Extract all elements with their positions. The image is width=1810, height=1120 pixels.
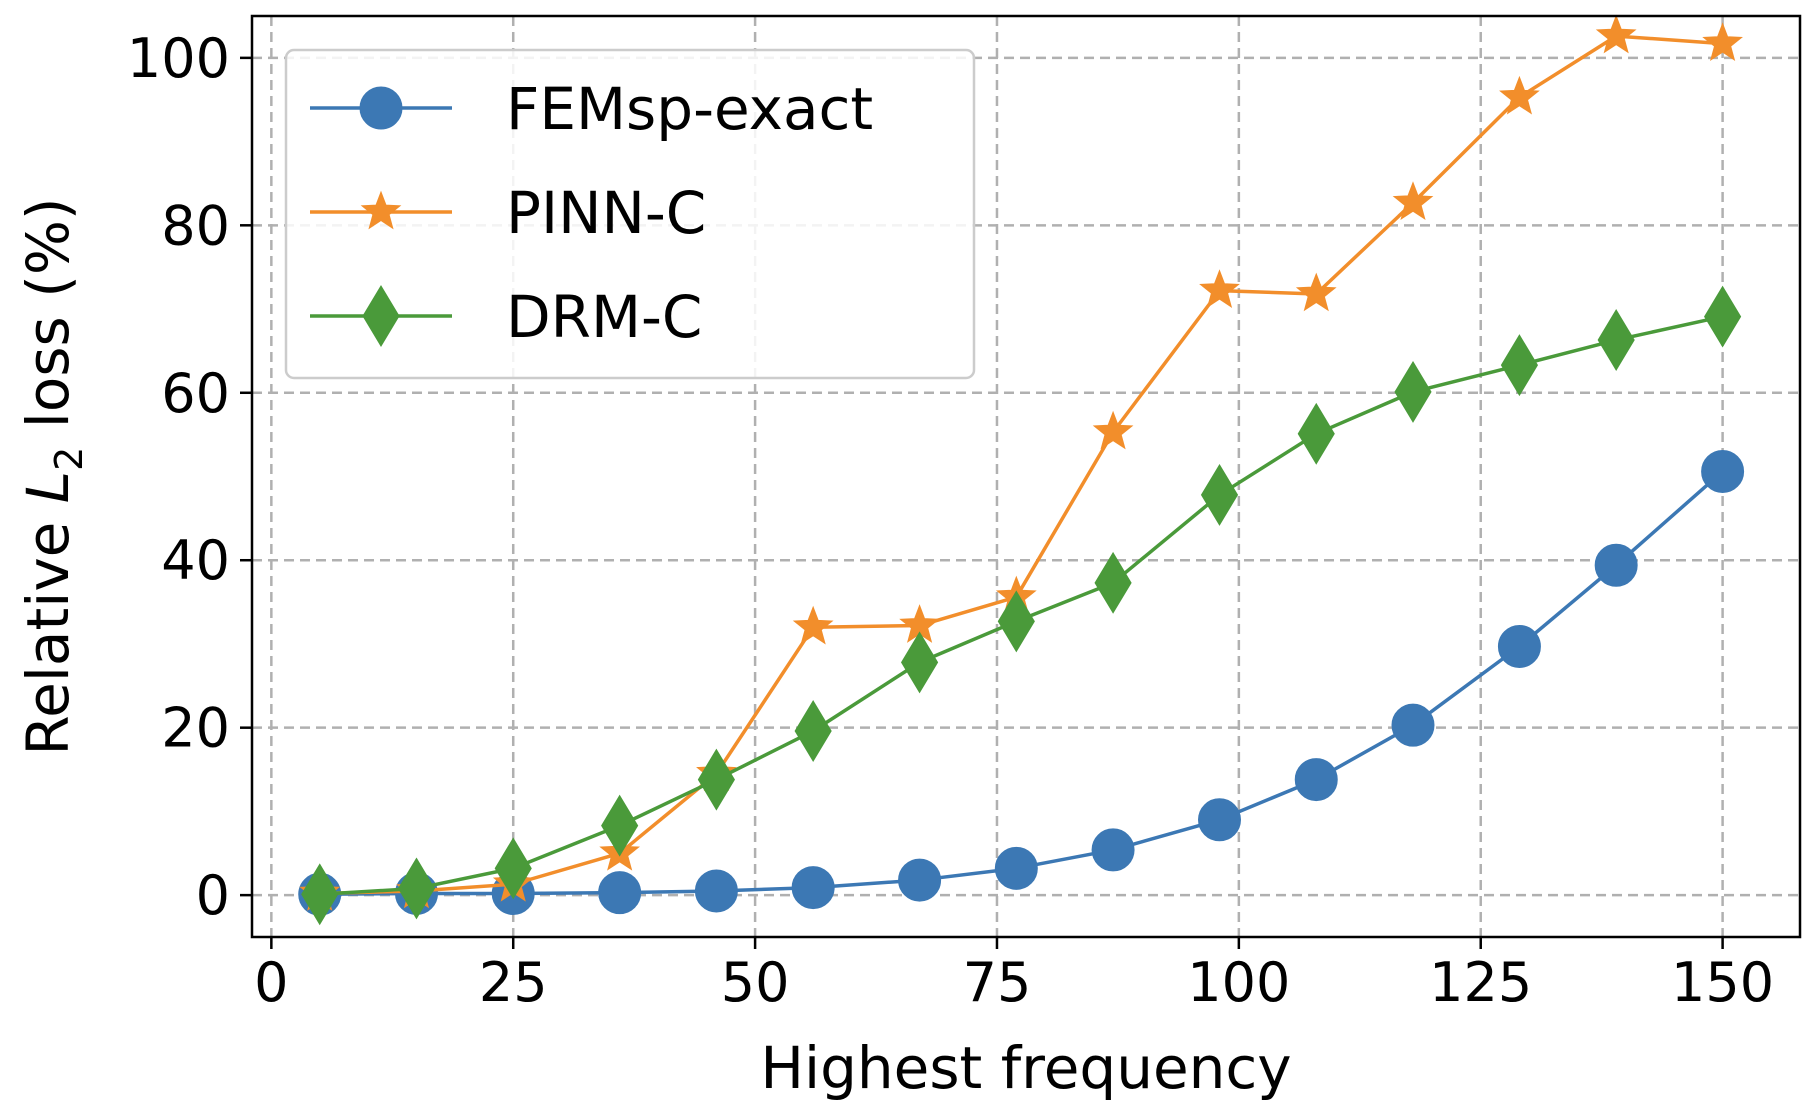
- x-tick-label: 100: [1187, 951, 1290, 1014]
- data-point-femsp-exact: [1497, 624, 1541, 668]
- y-tick-label: 100: [127, 27, 230, 90]
- data-point-drm-c: [601, 794, 639, 857]
- x-tick-label: 25: [479, 951, 548, 1014]
- y-axis-label: Relative L2 loss (%): [14, 197, 91, 755]
- data-point-drm-c: [900, 631, 939, 694]
- data-point-drm-c: [997, 590, 1035, 653]
- data-point-femsp-exact: [994, 846, 1038, 890]
- data-point-drm-c: [1500, 334, 1539, 397]
- ticks: 0 25 50 75 100 125 150 0 20 40 60 80 100: [127, 27, 1774, 1014]
- legend-item-femsp-exact: FEMsp-exact: [310, 75, 873, 143]
- legend-label-pinn-c: PINN-C: [506, 179, 706, 247]
- data-point-drm-c: [794, 700, 832, 763]
- x-axis-label: Highest frequency: [760, 1034, 1291, 1102]
- data-point-femsp-exact: [791, 866, 835, 910]
- legend: FEMsp-exact PINN-C DRM-C: [284, 48, 976, 380]
- y-tick-label: 0: [196, 864, 230, 927]
- data-point-pinn-c: [1499, 75, 1540, 115]
- data-point-femsp-exact: [1294, 758, 1338, 802]
- data-point-pinn-c: [1199, 269, 1240, 308]
- x-tick-label: 150: [1671, 951, 1774, 1014]
- legend-item-pinn-c: PINN-C: [310, 179, 706, 247]
- data-point-femsp-exact: [1594, 543, 1638, 587]
- data-point-pinn-c: [1295, 272, 1337, 312]
- legend-marker-pinn-c: [360, 190, 402, 230]
- x-tick-label: 75: [963, 951, 1032, 1014]
- data-point-femsp-exact: [1391, 703, 1435, 747]
- x-tick-label: 50: [721, 951, 790, 1014]
- plot-frame: [250, 14, 1802, 939]
- data-point-pinn-c: [1702, 22, 1743, 61]
- series-drm-c: [301, 285, 1742, 926]
- legend-label-femsp-exact: FEMsp-exact: [506, 75, 873, 143]
- y-axis-label-prefix: Relative: [14, 503, 82, 755]
- data-point-pinn-c: [792, 605, 834, 645]
- legend-frame: [284, 48, 976, 380]
- data-point-drm-c: [1200, 463, 1239, 526]
- data-point-drm-c: [1597, 309, 1635, 371]
- data-point-drm-c: [397, 857, 436, 920]
- x-tick-label: 0: [254, 951, 288, 1014]
- legend-marker-drm-c: [362, 285, 400, 347]
- legend-marker-femsp-exact: [359, 86, 403, 130]
- y-tick-label: 80: [161, 194, 230, 257]
- data-point-femsp-exact: [694, 869, 738, 913]
- data-point-femsp-exact: [1701, 449, 1745, 493]
- data-point-femsp-exact: [1198, 798, 1241, 842]
- series-line-femsp-exact: [319, 470, 1724, 897]
- y-axis-label-subscript: 2: [47, 447, 91, 471]
- data-point-drm-c: [1094, 551, 1132, 614]
- y-axis-label-suffix: loss (%): [14, 197, 82, 446]
- data-point-drm-c: [1394, 360, 1432, 423]
- data-point-drm-c: [697, 748, 735, 811]
- data-point-drm-c: [1297, 402, 1335, 465]
- data-point-drm-c: [301, 863, 339, 926]
- y-tick-label: 20: [161, 697, 230, 760]
- data-point-drm-c: [494, 837, 532, 900]
- data-point-pinn-c: [1092, 410, 1134, 450]
- y-tick-label: 60: [161, 362, 230, 425]
- legend-label-drm-c: DRM-C: [506, 283, 702, 351]
- y-tick-label: 40: [161, 529, 230, 592]
- y-axis-label-symbol: L: [14, 471, 82, 503]
- x-tick-label: 125: [1429, 951, 1532, 1014]
- legend-item-drm-c: DRM-C: [310, 283, 702, 351]
- data-point-femsp-exact: [898, 858, 942, 902]
- data-point-drm-c: [1704, 285, 1742, 348]
- data-point-femsp-exact: [598, 871, 642, 915]
- data-point-pinn-c: [1595, 14, 1637, 54]
- data-point-pinn-c: [1392, 181, 1434, 221]
- data-point-femsp-exact: [1091, 828, 1135, 872]
- series-layer: [298, 14, 1745, 926]
